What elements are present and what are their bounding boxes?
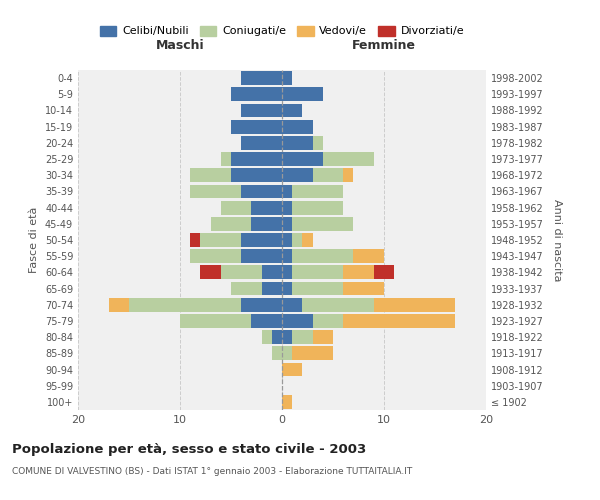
Bar	[313, 168, 343, 182]
Bar	[282, 346, 292, 360]
Bar	[190, 184, 241, 198]
Bar	[292, 266, 343, 280]
Bar	[231, 120, 282, 134]
Bar	[374, 298, 455, 312]
Bar	[282, 104, 302, 118]
Bar	[282, 233, 292, 247]
Bar	[374, 266, 394, 280]
Bar	[292, 217, 353, 230]
Bar	[292, 184, 343, 198]
Bar	[241, 104, 282, 118]
Bar	[292, 330, 313, 344]
Bar	[251, 314, 282, 328]
Bar	[282, 168, 313, 182]
Bar	[282, 330, 292, 344]
Bar	[241, 250, 282, 263]
Bar	[262, 282, 282, 296]
Bar	[282, 266, 292, 280]
Bar	[231, 168, 282, 182]
Bar	[282, 395, 292, 409]
Bar	[343, 314, 455, 328]
Bar	[292, 200, 343, 214]
Legend: Celibi/Nubili, Coniugati/e, Vedovi/e, Divorziati/e: Celibi/Nubili, Coniugati/e, Vedovi/e, Di…	[95, 21, 469, 41]
Bar	[221, 266, 262, 280]
Bar	[282, 282, 292, 296]
Text: Femmine: Femmine	[352, 40, 416, 52]
Bar	[282, 200, 292, 214]
Bar	[313, 314, 343, 328]
Bar	[323, 152, 374, 166]
Bar	[251, 200, 282, 214]
Text: Popolazione per età, sesso e stato civile - 2003: Popolazione per età, sesso e stato civil…	[12, 442, 366, 456]
Bar	[282, 314, 313, 328]
Bar	[313, 330, 333, 344]
Bar	[302, 233, 313, 247]
Bar	[292, 346, 333, 360]
Text: Maschi: Maschi	[155, 40, 205, 52]
Bar	[272, 346, 282, 360]
Bar	[292, 233, 302, 247]
Bar	[353, 250, 384, 263]
Bar	[282, 120, 313, 134]
Bar	[109, 298, 129, 312]
Bar	[190, 250, 241, 263]
Bar	[282, 250, 292, 263]
Bar	[282, 184, 292, 198]
Bar	[231, 282, 262, 296]
Bar	[241, 184, 282, 198]
Bar	[282, 152, 323, 166]
Bar	[262, 266, 282, 280]
Bar	[262, 330, 272, 344]
Bar	[282, 298, 302, 312]
Bar	[221, 152, 231, 166]
Bar	[241, 233, 282, 247]
Bar	[241, 71, 282, 85]
Bar	[272, 330, 282, 344]
Y-axis label: Anni di nascita: Anni di nascita	[552, 198, 562, 281]
Bar	[282, 362, 302, 376]
Bar	[211, 217, 251, 230]
Bar	[241, 298, 282, 312]
Bar	[251, 217, 282, 230]
Bar	[129, 298, 241, 312]
Bar	[343, 168, 353, 182]
Bar	[282, 71, 292, 85]
Bar	[200, 233, 241, 247]
Bar	[190, 233, 200, 247]
Bar	[282, 217, 292, 230]
Bar	[343, 266, 374, 280]
Bar	[282, 88, 323, 101]
Bar	[221, 200, 251, 214]
Bar	[241, 136, 282, 149]
Bar	[302, 298, 374, 312]
Text: COMUNE DI VALVESTINO (BS) - Dati ISTAT 1° gennaio 2003 - Elaborazione TUTTAITALI: COMUNE DI VALVESTINO (BS) - Dati ISTAT 1…	[12, 468, 412, 476]
Bar	[180, 314, 251, 328]
Bar	[190, 168, 231, 182]
Bar	[292, 250, 353, 263]
Bar	[343, 282, 384, 296]
Bar	[313, 136, 323, 149]
Bar	[231, 152, 282, 166]
Bar	[292, 282, 343, 296]
Y-axis label: Fasce di età: Fasce di età	[29, 207, 39, 273]
Bar	[200, 266, 221, 280]
Bar	[231, 88, 282, 101]
Bar	[282, 136, 313, 149]
